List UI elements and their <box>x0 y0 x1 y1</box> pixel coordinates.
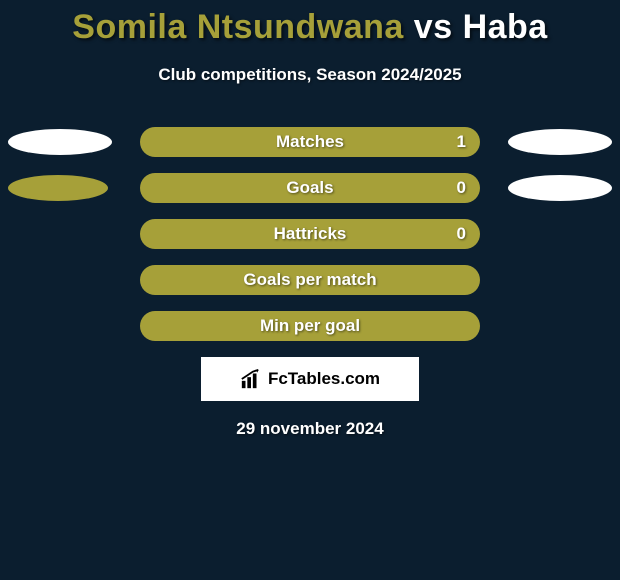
stat-row: Goals 0 <box>0 173 620 203</box>
title: Somila Ntsundwana vs Haba <box>0 8 620 47</box>
left-ellipse <box>8 129 112 155</box>
right-ellipse <box>508 175 612 201</box>
stat-value: 0 <box>457 224 466 244</box>
title-vs: vs <box>414 8 453 46</box>
stat-bar: Goals per match <box>140 265 480 295</box>
stat-label: Goals <box>286 178 333 198</box>
date-text: 29 november 2024 <box>0 419 620 439</box>
stat-bar: Min per goal <box>140 311 480 341</box>
stat-label: Min per goal <box>260 316 360 336</box>
stat-bar: Hattricks 0 <box>140 219 480 249</box>
stat-bar: Goals 0 <box>140 173 480 203</box>
stats-block: Matches 1 Goals 0 Hattricks 0 Goals per match M… <box>0 127 620 341</box>
comparison-infographic: Somila Ntsundwana vs Haba Club competiti… <box>0 0 620 439</box>
stat-label: Hattricks <box>274 224 347 244</box>
stat-row: Hattricks 0 <box>0 219 620 249</box>
stat-bar: Matches 1 <box>140 127 480 157</box>
right-ellipse <box>508 129 612 155</box>
stat-label: Matches <box>276 132 344 152</box>
stat-value: 1 <box>457 132 466 152</box>
left-ellipse <box>8 175 108 201</box>
chart-icon <box>240 368 262 390</box>
stat-row: Matches 1 <box>0 127 620 157</box>
stat-value: 0 <box>457 178 466 198</box>
title-player1: Somila Ntsundwana <box>72 8 404 46</box>
stat-row: Goals per match <box>0 265 620 295</box>
title-player2: Haba <box>463 8 548 46</box>
branding-box: FcTables.com <box>201 357 419 401</box>
stat-row: Min per goal <box>0 311 620 341</box>
stat-label: Goals per match <box>243 270 376 290</box>
branding-text: FcTables.com <box>268 369 380 389</box>
subtitle: Club competitions, Season 2024/2025 <box>0 65 620 85</box>
